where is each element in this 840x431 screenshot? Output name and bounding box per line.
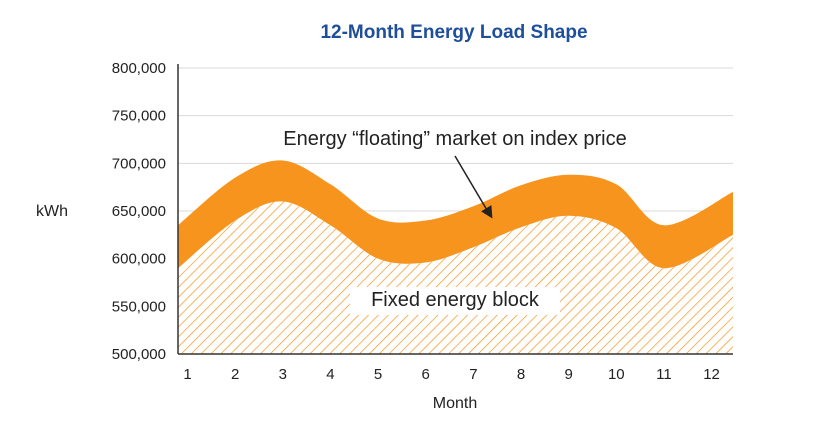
y-tick-label: 650,000	[112, 203, 166, 220]
y-tick-label: 500,000	[112, 346, 166, 363]
floating-market-label: Energy “floating” market on index price	[283, 128, 627, 150]
fixed-block-label-bg	[350, 287, 560, 315]
y-axis-label: kWh	[36, 203, 68, 220]
x-tick-label: 12	[703, 366, 720, 383]
x-tick-label: 6	[422, 366, 430, 383]
y-tick-label: 600,000	[112, 251, 166, 268]
x-axis-label: Month	[433, 395, 477, 412]
chart-title: 12-Month Energy Load Shape	[320, 22, 587, 43]
floating-market-band	[178, 160, 733, 269]
fixed-energy-block-label: Fixed energy block	[371, 289, 540, 311]
x-tick-label: 5	[374, 366, 382, 383]
axes	[177, 64, 733, 355]
y-ticks: 500,000 550,000 600,000 650,000 700,000 750,0…	[112, 60, 166, 363]
annotations: Energy “floating” market on index price F…	[283, 128, 627, 315]
x-tick-label: 4	[326, 366, 334, 383]
y-tick-label: 700,000	[112, 155, 166, 172]
x-tick-label: 3	[279, 366, 287, 383]
annotation-arrowhead	[481, 205, 493, 219]
x-tick-label: 9	[564, 366, 572, 383]
areas	[178, 160, 733, 354]
x-tick-label: 10	[608, 366, 625, 383]
x-tick-label: 8	[517, 366, 525, 383]
x-tick-label: 11	[656, 366, 672, 383]
x-tick-label: 1	[183, 366, 191, 383]
x-tick-label: 2	[231, 366, 239, 383]
fixed-energy-block-area	[178, 201, 733, 354]
y-tick-label: 750,000	[112, 108, 166, 125]
x-tick-label: 7	[469, 366, 477, 383]
annotation-arrow-line	[454, 155, 490, 213]
x-ticks: 1 2 3 4 5 6 7 8 9 10 11 12	[183, 366, 720, 383]
y-tick-label: 800,000	[112, 60, 166, 77]
y-tick-label: 550,000	[112, 298, 166, 315]
